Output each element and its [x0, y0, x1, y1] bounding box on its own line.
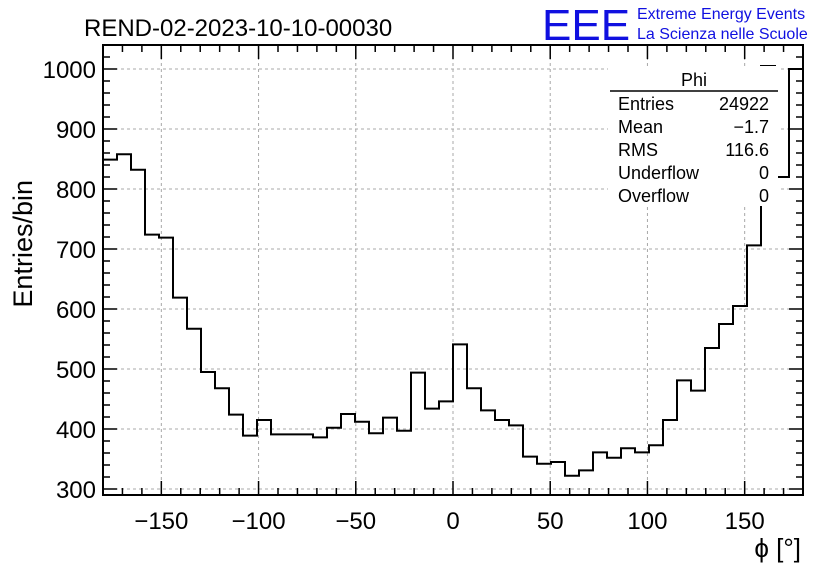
y-tick-label: 400	[56, 417, 96, 444]
y-tick-label: 600	[56, 297, 96, 324]
x-tick-label: −100	[232, 508, 286, 535]
y-tick-label: 1000	[43, 57, 96, 84]
stats-label-overflow: Overflow	[618, 186, 690, 206]
stats-box: Phi Entries 24922 Mean −1.7 RMS 116.6 Un…	[608, 66, 778, 206]
stats-label-underflow: Underflow	[618, 163, 700, 183]
run-title: REND-02-2023-10-10-00030	[84, 15, 392, 42]
x-tick-label: 100	[627, 508, 667, 535]
y-axis-ticks	[103, 44, 803, 490]
stats-value-underflow: 0	[759, 163, 769, 183]
logo-caption-line1: Extreme Energy Events	[637, 6, 805, 23]
y-axis-tick-labels: 300 400 500 600 700 800 900 1000	[43, 57, 96, 504]
stats-value-mean: −1.7	[733, 117, 769, 137]
x-axis-label: ϕ [°]	[754, 533, 801, 563]
x-tick-label: 0	[446, 508, 459, 535]
x-tick-label: 50	[537, 508, 564, 535]
eee-logo: EEE Extreme Energy Events La Scienza nel…	[542, 1, 808, 50]
stats-value-rms: 116.6	[725, 140, 769, 160]
x-tick-label: 150	[725, 508, 765, 535]
stats-value-entries: 24922	[719, 94, 769, 114]
y-tick-label: 300	[56, 477, 96, 504]
stats-label-entries: Entries	[618, 94, 674, 114]
y-axis-label: Entries/bin	[8, 180, 38, 308]
logo-caption-line2: La Scienza nelle Scuole	[637, 26, 808, 43]
x-axis-ticks	[102, 45, 804, 495]
stats-value-overflow: 0	[759, 186, 769, 206]
y-tick-label: 700	[56, 237, 96, 264]
y-tick-label: 900	[56, 117, 96, 144]
eee-logo-mark: EEE	[542, 1, 630, 50]
x-tick-label: −50	[335, 508, 376, 535]
x-tick-label: −150	[134, 508, 188, 535]
stats-label-rms: RMS	[618, 140, 658, 160]
stats-label-mean: Mean	[618, 117, 663, 137]
stats-box-title: Phi	[681, 70, 707, 90]
histogram-series-line	[103, 65, 803, 477]
stats-box-background	[608, 66, 778, 206]
y-tick-label: 800	[56, 177, 96, 204]
y-tick-label: 500	[56, 357, 96, 384]
x-axis-tick-labels: −150 −100 −50 0 50 100 150	[134, 508, 764, 535]
